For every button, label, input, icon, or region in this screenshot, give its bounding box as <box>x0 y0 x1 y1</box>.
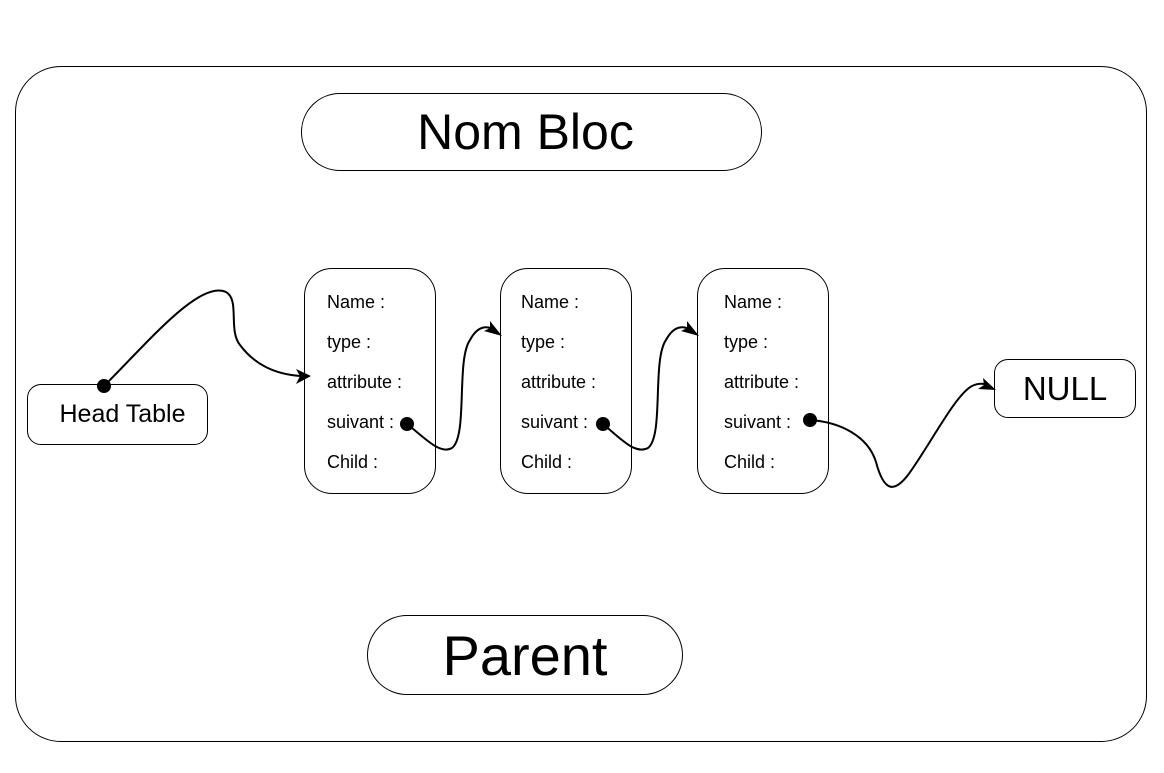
parent-label: Parent <box>442 623 608 687</box>
node-field-name: Name : <box>724 292 783 312</box>
node-field-suivant: suivant : <box>521 412 589 432</box>
head-table-label: Head Table <box>59 400 186 428</box>
node-field-name: Name : <box>521 292 580 312</box>
node-field-attribute: attribute : <box>521 372 597 392</box>
list-node-1: Name : type : attribute : suivant : Chil… <box>304 268 436 494</box>
node-field-child: Child : <box>724 452 776 472</box>
bloc-title: Nom Bloc <box>417 104 634 160</box>
null-box: NULL <box>994 359 1136 418</box>
node-field-suivant: suivant : <box>724 412 792 432</box>
bloc-title-box: Nom Bloc <box>301 93 762 171</box>
bloc-container <box>15 66 1147 742</box>
node-field-child: Child : <box>521 452 573 472</box>
parent-box: Parent <box>367 615 683 695</box>
node-field-name: Name : <box>327 292 386 312</box>
head-table-box: Head Table <box>27 384 208 445</box>
node-field-child: Child : <box>327 452 379 472</box>
node-field-suivant: suivant : <box>327 412 395 432</box>
list-node-3: Name : type : attribute : suivant : Chil… <box>697 268 829 494</box>
node-field-attribute: attribute : <box>724 372 800 392</box>
null-label: NULL <box>1022 369 1108 407</box>
node-field-type: type : <box>724 332 769 352</box>
list-node-2: Name : type : attribute : suivant : Chil… <box>500 268 632 494</box>
node-field-type: type : <box>521 332 566 352</box>
node-field-attribute: attribute : <box>327 372 403 392</box>
node-field-type: type : <box>327 332 372 352</box>
